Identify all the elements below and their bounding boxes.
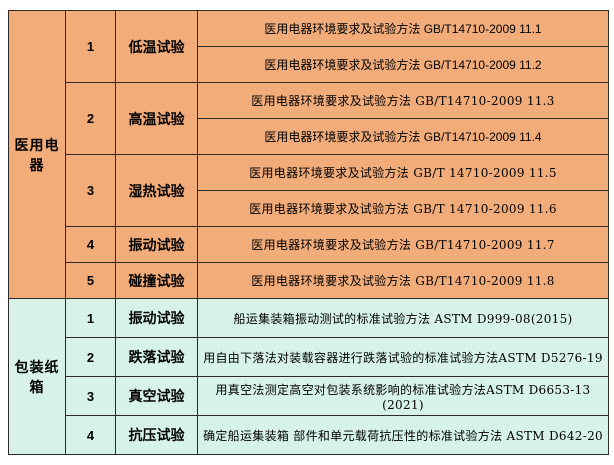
table-row: 5 碰撞试验 医用电器环境要求及试验方法 GB/T14710-2009 11.8 [8,262,609,299]
index-cell: 2 [65,82,116,155]
category-cell-packaging: 包装纸箱 [8,298,66,455]
index-cell: 2 [65,337,116,377]
test-name-cell: 高温试验 [115,82,198,155]
table-row: 3 湿热试验 医用电器环境要求及试验方法 GB/T 14710-2009 11.… [8,154,609,227]
standard-cell: 医用电器环境要求及试验方法 GB/T14710-2009 11.2 [197,46,609,83]
test-standards-table: 医用电器 1 低温试验 医用电器环境要求及试验方法 GB/T14710-2009… [8,10,609,455]
table-row: 包装纸箱 1 振动试验 船运集装箱振动测试的标准试验方法 ASTM D999-0… [8,298,609,455]
index-cell: 1 [65,298,116,338]
test-name-cell: 抗压试验 [115,415,198,455]
index-cell: 3 [65,154,116,227]
index-cell: 4 [65,415,116,455]
table-row: 4 振动试验 医用电器环境要求及试验方法 GB/T14710-2009 11.7 [8,226,609,263]
table-row: 2 高温试验 医用电器环境要求及试验方法 GB/T14710-2009 11.3 [8,82,609,155]
standard-cell: 医用电器环境要求及试验方法 GB/T14710-2009 11.7 [197,226,609,263]
standard-cell: 医用电器环境要求及试验方法 GB/T14710-2009 11.8 [197,262,609,299]
test-name-cell: 跌落试验 [115,337,198,377]
category-cell-medical: 医用电器 [8,10,66,299]
test-name-cell: 低温试验 [115,10,198,83]
index-cell: 3 [65,376,116,416]
standard-cell: 医用电器环境要求及试验方法 GB/T14710-2009 11.1 [197,10,609,47]
standard-cell: 医用电器环境要求及试验方法 GB/T14710-2009 11.3 [197,82,609,119]
standard-cell: 医用电器环境要求及试验方法 GB/T 14710-2009 11.5 [197,154,609,191]
test-name-cell: 碰撞试验 [115,262,198,299]
test-name-cell: 振动试验 [115,226,198,263]
standard-cell: 确定船运集装箱 部件和单元载荷抗压性的标准试验方法 ASTM D642-20 [197,415,609,455]
standard-cell: 医用电器环境要求及试验方法 GB/T14710-2009 11.4 [197,118,609,155]
table-row: 医用电器 1 低温试验 医用电器环境要求及试验方法 GB/T14710-2009… [8,10,609,299]
index-cell: 5 [65,262,116,299]
test-name-cell: 振动试验 [115,298,198,338]
test-name-cell: 湿热试验 [115,154,198,227]
standard-cell: 医用电器环境要求及试验方法 GB/T 14710-2009 11.6 [197,190,609,227]
standard-cell: 用真空法测定高空对包装系统影响的标准试验方法ASTM D6653-13 (202… [197,376,609,416]
index-cell: 1 [65,10,116,83]
table-row: 4 抗压试验 确定船运集装箱 部件和单元载荷抗压性的标准试验方法 ASTM D6… [8,415,609,455]
index-cell: 4 [65,226,116,263]
test-name-cell: 真空试验 [115,376,198,416]
standard-cell: 用自由下落法对装载容器进行跌落试验的标准试验方法ASTM D5276-19 [197,337,609,377]
table-row: 3 真空试验 用真空法测定高空对包装系统影响的标准试验方法ASTM D6653-… [8,376,609,416]
standard-cell: 船运集装箱振动测试的标准试验方法 ASTM D999-08(2015) [197,298,609,338]
table-row: 2 跌落试验 用自由下落法对装载容器进行跌落试验的标准试验方法ASTM D527… [8,337,609,377]
